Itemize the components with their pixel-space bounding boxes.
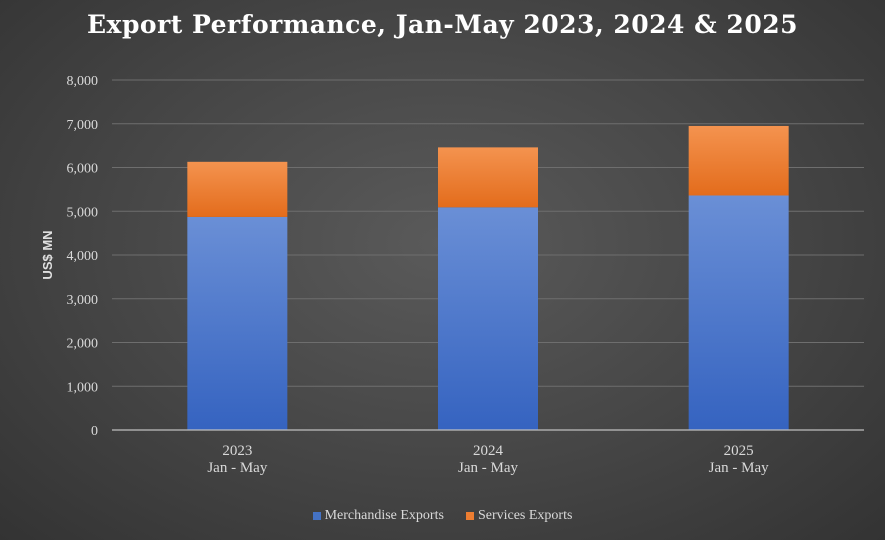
bar-merchandise-exports-2024 [438,207,538,430]
x-tick-label-period: Jan - May [709,460,769,476]
legend-label-merchandise: Merchandise Exports [324,508,444,523]
legend: Merchandise Exports Services Exports [0,508,885,524]
y-tick-label: 5,000 [67,205,99,220]
legend-item-merchandise: Merchandise Exports [312,508,444,524]
legend-swatch-merchandise [312,512,321,520]
bars [187,125,789,430]
bar-merchandise-exports-2025 [688,195,789,430]
bar-services-exports-2023 [187,161,288,217]
y-tick-label: 6,000 [67,162,99,177]
bar-services-exports-2024 [438,147,538,208]
y-axis-label: US$ MN [40,230,55,279]
bar-services-exports-2025 [688,125,789,196]
stacked-bar-chart: 0 1,000 2,000 3,000 4,000 5,000 6,000 7,000 8,00… [40,74,864,476]
y-tick-label: 4,000 [67,249,99,264]
x-tick-label-year: 2023 [222,443,252,459]
legend-item-services: Services Exports [465,508,573,524]
x-tick-label-year: 2025 [724,443,754,459]
x-tick-label-period: Jan - May [458,460,518,476]
y-tick-label: 0 [91,424,98,439]
chart-title: Export Performance, Jan-May 2023, 2024 &… [86,10,798,39]
legend-swatch-services [465,512,474,520]
y-tick-label: 1,000 [67,380,99,395]
legend-label-services: Services Exports [477,508,573,523]
bar-merchandise-exports-2023 [187,216,288,430]
y-tick-label: 3,000 [67,293,99,308]
x-tick-label-period: Jan - May [207,460,267,476]
y-tick-label: 2,000 [67,337,99,352]
x-tick-label-year: 2024 [473,443,504,459]
y-tick-label: 8,000 [67,74,99,89]
y-tick-label: 7,000 [67,118,99,133]
y-axis-ticks: 0 1,000 2,000 3,000 4,000 5,000 6,000 7,000 8,00… [67,74,99,439]
